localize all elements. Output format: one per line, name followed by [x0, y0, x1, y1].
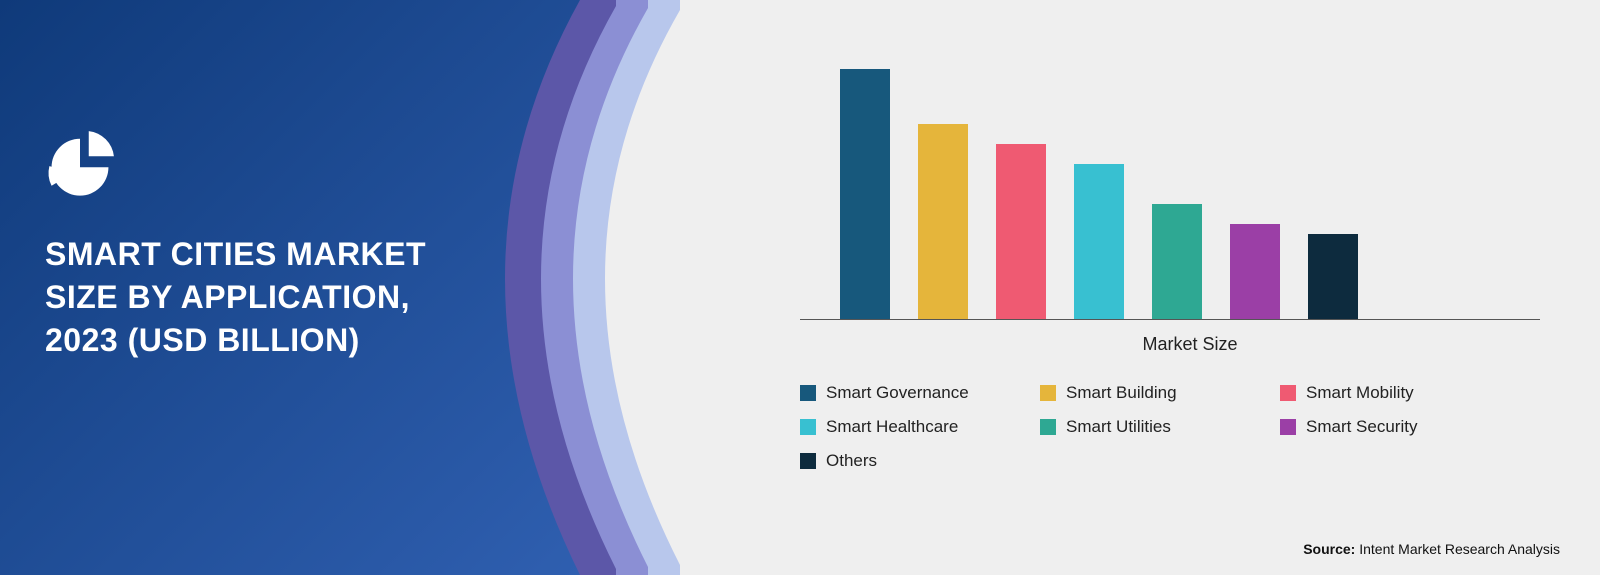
title-panel: SMART CITIES MARKET SIZE BY APPLICATION,…	[0, 0, 680, 575]
legend-swatch	[1280, 419, 1296, 435]
source-text: Intent Market Research Analysis	[1359, 541, 1560, 557]
legend-item: Smart Building	[1040, 383, 1270, 403]
legend-swatch	[800, 419, 816, 435]
legend: Smart Governance Smart Building Smart Mobi…	[800, 383, 1540, 471]
legend-swatch	[1280, 385, 1296, 401]
pie-chart-icon	[45, 130, 115, 200]
legend-item: Smart Mobility	[1280, 383, 1510, 403]
x-axis-label: Market Size	[800, 334, 1540, 355]
legend-swatch	[1040, 419, 1056, 435]
bar-chart: Market Size	[800, 60, 1540, 355]
bar	[1308, 234, 1358, 319]
legend-swatch	[800, 453, 816, 469]
legend-swatch	[800, 385, 816, 401]
legend-item: Smart Utilities	[1040, 417, 1270, 437]
legend-item: Smart Governance	[800, 383, 1030, 403]
legend-label: Smart Security	[1306, 417, 1417, 437]
legend-swatch	[1040, 385, 1056, 401]
bar	[918, 124, 968, 319]
bar	[996, 144, 1046, 319]
legend-label: Others	[826, 451, 877, 471]
legend-label: Smart Healthcare	[826, 417, 958, 437]
legend-label: Smart Mobility	[1306, 383, 1414, 403]
legend-item: Others	[800, 451, 1030, 471]
source-label: Source:	[1303, 541, 1355, 557]
legend-label: Smart Utilities	[1066, 417, 1171, 437]
panel-title: SMART CITIES MARKET SIZE BY APPLICATION,…	[45, 233, 426, 363]
legend-label: Smart Building	[1066, 383, 1177, 403]
bar	[1230, 224, 1280, 319]
title-content: SMART CITIES MARKET SIZE BY APPLICATION,…	[45, 130, 426, 363]
legend-item: Smart Security	[1280, 417, 1510, 437]
legend-item: Smart Healthcare	[800, 417, 1030, 437]
source-attribution: Source: Intent Market Research Analysis	[1303, 541, 1560, 557]
bar	[840, 69, 890, 319]
bar	[1074, 164, 1124, 319]
bar	[1152, 204, 1202, 319]
chart-panel: Market Size Smart Governance Smart Buildi…	[680, 0, 1600, 575]
bar-container	[800, 60, 1540, 320]
legend-label: Smart Governance	[826, 383, 969, 403]
